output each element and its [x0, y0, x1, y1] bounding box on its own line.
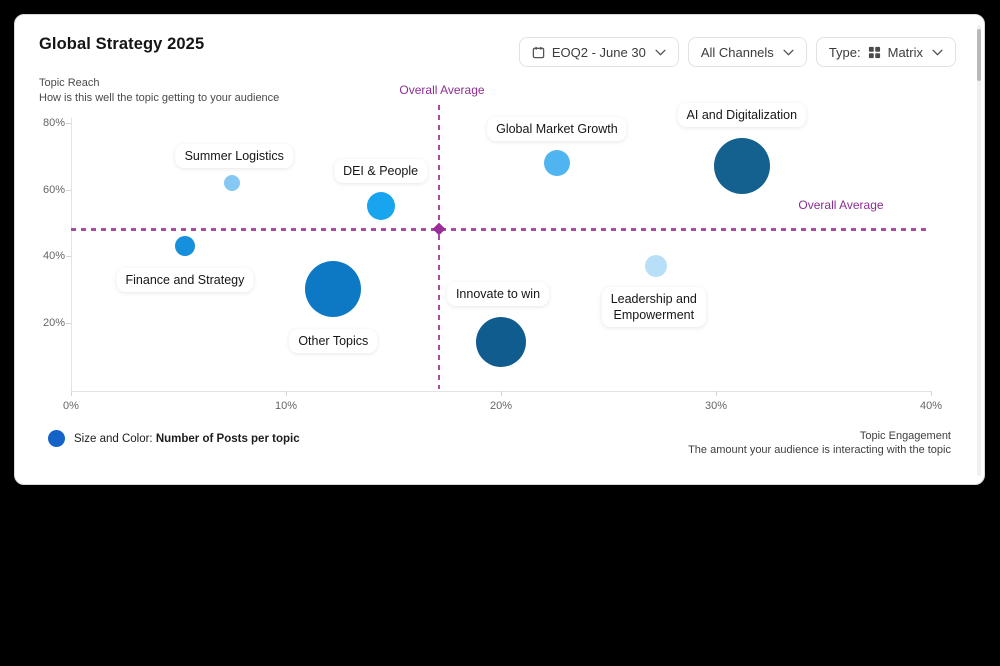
- bubble-label-innovate-to-win: Innovate to win: [446, 282, 550, 307]
- chart-type-prefix: Type:: [828, 44, 861, 60]
- chevron-down-icon: [783, 49, 794, 56]
- bubble-global-market-growth[interactable]: [543, 149, 570, 176]
- chart-type-value: Matrix: [887, 44, 923, 60]
- y-tick-label: 20%: [42, 316, 65, 329]
- x-axis-title-subtitle: The amount your audience is interacting …: [688, 444, 951, 456]
- toolbar: EOQ2 - June 30 All Channels Type:: [518, 37, 956, 67]
- bubble-label-other-topics: Other Topics: [289, 329, 378, 354]
- y-tick-mark: [66, 322, 71, 324]
- y-tick-label: 40%: [42, 250, 65, 262]
- bubble-leadership-and-empowerment[interactable]: [644, 254, 667, 277]
- overall-average-vline: [437, 105, 441, 389]
- x-tick-mark: [286, 391, 287, 396]
- scrollbar-thumb[interactable]: [977, 29, 981, 81]
- y-tick-mark: [66, 123, 71, 124]
- overall-average-hline: [71, 228, 931, 231]
- y-tick-label: 80%: [42, 117, 65, 129]
- x-tick-label: 20%: [489, 400, 513, 412]
- bubble-label-ai-and-digitalization: AI and Digitalization: [677, 103, 807, 128]
- chevron-down-icon: [932, 49, 943, 56]
- bubble-dei-people[interactable]: [366, 192, 395, 221]
- y-tick-mark: [66, 189, 71, 191]
- bubble-label-leadership-and-empowerment: Leadership and Empowerment: [601, 286, 706, 327]
- x-tick-mark: [71, 391, 72, 396]
- scrollbar-track[interactable]: [977, 25, 981, 476]
- x-axis-title-main: Topic Engagement: [859, 430, 951, 442]
- bubble-label-dei-people: DEI & People: [334, 159, 428, 184]
- bubble-summer-logistics[interactable]: [224, 174, 241, 191]
- x-tick-label: 30%: [704, 400, 728, 412]
- bubble-ai-and-digitalization[interactable]: [713, 138, 770, 195]
- legend-text: Size and Color: Number of Posts per topi…: [74, 433, 300, 445]
- x-tick-label: 10%: [274, 400, 298, 412]
- x-tick-label: 0%: [63, 400, 79, 412]
- date-range-dropdown[interactable]: EOQ2 - June 30: [518, 37, 679, 67]
- report-card: Global Strategy 2025 EOQ2 - June 30 All …: [14, 14, 985, 485]
- x-tick-mark: [501, 391, 502, 396]
- chevron-down-icon: [655, 49, 666, 56]
- y-tick-mark: [66, 256, 71, 257]
- legend-prefix: Size and Color:: [74, 432, 156, 445]
- page-title: Global Strategy 2025: [39, 35, 205, 53]
- x-axis-title: Topic Engagement The amount your audienc…: [688, 429, 951, 457]
- legend-dot-icon: [48, 430, 65, 447]
- x-tick-label: 40%: [919, 400, 943, 412]
- y-axis-title-subtitle: How is this well the topic getting to yo…: [39, 92, 280, 104]
- y-axis-title-main: Topic Reach: [39, 77, 100, 89]
- bubble-label-summer-logistics: Summer Logistics: [175, 143, 293, 168]
- bubble-label-global-market-growth: Global Market Growth: [487, 116, 627, 141]
- bubble-label-finance-and-strategy: Finance and Strategy: [116, 268, 254, 293]
- y-axis-title: Topic Reach How is this well the topic g…: [39, 76, 279, 106]
- bubble-innovate-to-win[interactable]: [476, 317, 526, 368]
- y-axis-line: [71, 118, 72, 391]
- x-tick-mark: [716, 391, 717, 396]
- size-legend: Size and Color: Number of Posts per topi…: [48, 430, 300, 447]
- overall-average-marker-icon: [432, 223, 446, 236]
- calendar-icon: [532, 46, 545, 59]
- channels-dropdown[interactable]: All Channels: [687, 37, 807, 67]
- y-tick-label: 60%: [42, 183, 65, 196]
- bubble-other-topics[interactable]: [305, 261, 362, 318]
- date-range-value: EOQ2 - June 30: [551, 44, 646, 60]
- overall-average-label-right: Overall Average: [798, 198, 884, 212]
- grid-icon: [868, 46, 881, 59]
- chart-type-dropdown[interactable]: Type: Matrix: [815, 37, 956, 67]
- x-tick-mark: [931, 391, 932, 396]
- matrix-chart: 80% 60% 40% 20% 0% 10% 20% 30% 40% Summer Logisti…: [15, 15, 984, 484]
- channels-value: All Channels: [700, 44, 774, 60]
- legend-bold: Number of Posts per topic: [155, 432, 300, 445]
- overall-average-label-top: Overall Average: [399, 83, 485, 97]
- bubble-finance-and-strategy[interactable]: [174, 236, 195, 257]
